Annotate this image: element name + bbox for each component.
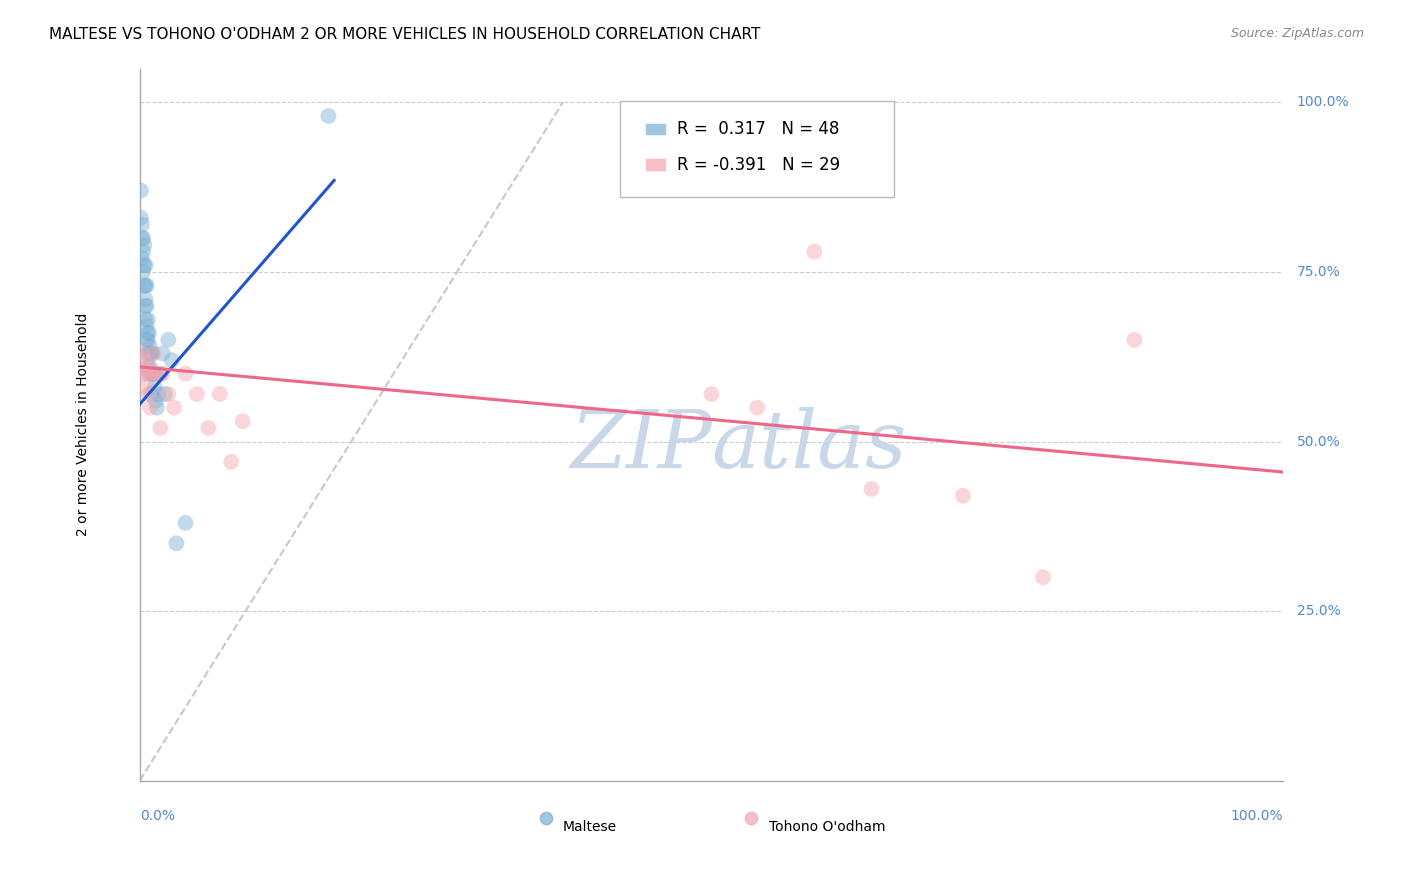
Point — [149, 367, 172, 381]
Point — [208, 387, 231, 401]
Point — [747, 401, 769, 415]
Point — [157, 333, 180, 347]
Text: 50.0%: 50.0% — [1296, 434, 1340, 449]
Point — [152, 367, 174, 381]
Point — [129, 184, 152, 198]
Point — [700, 387, 723, 401]
Text: 0.0%: 0.0% — [139, 809, 174, 823]
Point — [141, 367, 163, 381]
Point — [141, 387, 163, 401]
Point — [134, 278, 156, 293]
Point — [138, 326, 160, 340]
Point — [197, 421, 219, 435]
Point — [131, 252, 153, 266]
Point — [146, 367, 169, 381]
Point — [174, 516, 197, 530]
Point — [136, 359, 159, 374]
Point — [803, 244, 825, 259]
Point — [134, 292, 156, 306]
Point — [952, 489, 974, 503]
Text: MALTESE VS TOHONO O'ODHAM 2 OR MORE VEHICLES IN HOUSEHOLD CORRELATION CHART: MALTESE VS TOHONO O'ODHAM 2 OR MORE VEHI… — [49, 27, 761, 42]
Point — [174, 367, 197, 381]
Point — [143, 367, 166, 381]
Point — [146, 387, 169, 401]
Point — [163, 401, 186, 415]
Text: 2 or more Vehicles in Household: 2 or more Vehicles in Household — [76, 313, 90, 536]
Point — [141, 367, 163, 381]
Point — [129, 211, 152, 225]
Point — [135, 319, 157, 334]
FancyBboxPatch shape — [645, 158, 665, 171]
Point — [135, 299, 157, 313]
Point — [135, 278, 157, 293]
Point — [138, 367, 160, 381]
Point — [157, 387, 180, 401]
Point — [142, 367, 165, 381]
Point — [134, 299, 156, 313]
Point — [860, 482, 883, 496]
Point — [149, 421, 172, 435]
Point — [134, 258, 156, 272]
Point — [152, 346, 174, 360]
Point — [145, 393, 167, 408]
Text: ZIP: ZIP — [569, 407, 711, 484]
Point — [136, 359, 159, 374]
Text: Tohono O'odham: Tohono O'odham — [769, 820, 886, 834]
Point — [135, 333, 157, 347]
Point — [141, 346, 163, 360]
Point — [139, 340, 162, 354]
Point — [135, 380, 157, 394]
Point — [134, 353, 156, 368]
Point — [143, 380, 166, 394]
Point — [136, 346, 159, 360]
Point — [141, 346, 163, 360]
Text: 100.0%: 100.0% — [1230, 809, 1284, 823]
Point — [138, 387, 160, 401]
Point — [232, 414, 254, 428]
Text: atlas: atlas — [711, 407, 907, 484]
Point — [139, 359, 162, 374]
Point — [142, 346, 165, 360]
Point — [131, 218, 153, 232]
Text: Maltese: Maltese — [562, 820, 617, 834]
Point — [136, 326, 159, 340]
Point — [136, 333, 159, 347]
Point — [165, 536, 187, 550]
Point — [132, 244, 155, 259]
Text: 25.0%: 25.0% — [1296, 604, 1340, 618]
Text: R =  0.317   N = 48: R = 0.317 N = 48 — [678, 120, 839, 138]
Point — [132, 265, 155, 279]
Point — [132, 231, 155, 245]
Text: Source: ZipAtlas.com: Source: ZipAtlas.com — [1230, 27, 1364, 40]
Text: R = -0.391   N = 29: R = -0.391 N = 29 — [678, 156, 841, 174]
Text: 75.0%: 75.0% — [1296, 265, 1340, 279]
Point — [134, 367, 156, 381]
Point — [141, 367, 163, 381]
Point — [153, 387, 176, 401]
Point — [1032, 570, 1054, 584]
Point — [131, 346, 153, 360]
Point — [219, 455, 242, 469]
Point — [1123, 333, 1146, 347]
Point — [146, 401, 169, 415]
Point — [186, 387, 208, 401]
FancyBboxPatch shape — [645, 122, 665, 136]
Point — [134, 258, 156, 272]
Point — [138, 346, 160, 360]
Point — [139, 401, 162, 415]
Point — [134, 237, 156, 252]
Text: 100.0%: 100.0% — [1296, 95, 1350, 110]
FancyBboxPatch shape — [620, 101, 894, 197]
Point — [136, 312, 159, 326]
Point — [134, 278, 156, 293]
Point — [132, 367, 155, 381]
Point — [134, 312, 156, 326]
Point — [318, 109, 340, 123]
Point — [160, 353, 183, 368]
Point — [534, 809, 557, 823]
Point — [740, 809, 762, 823]
Point — [131, 231, 153, 245]
